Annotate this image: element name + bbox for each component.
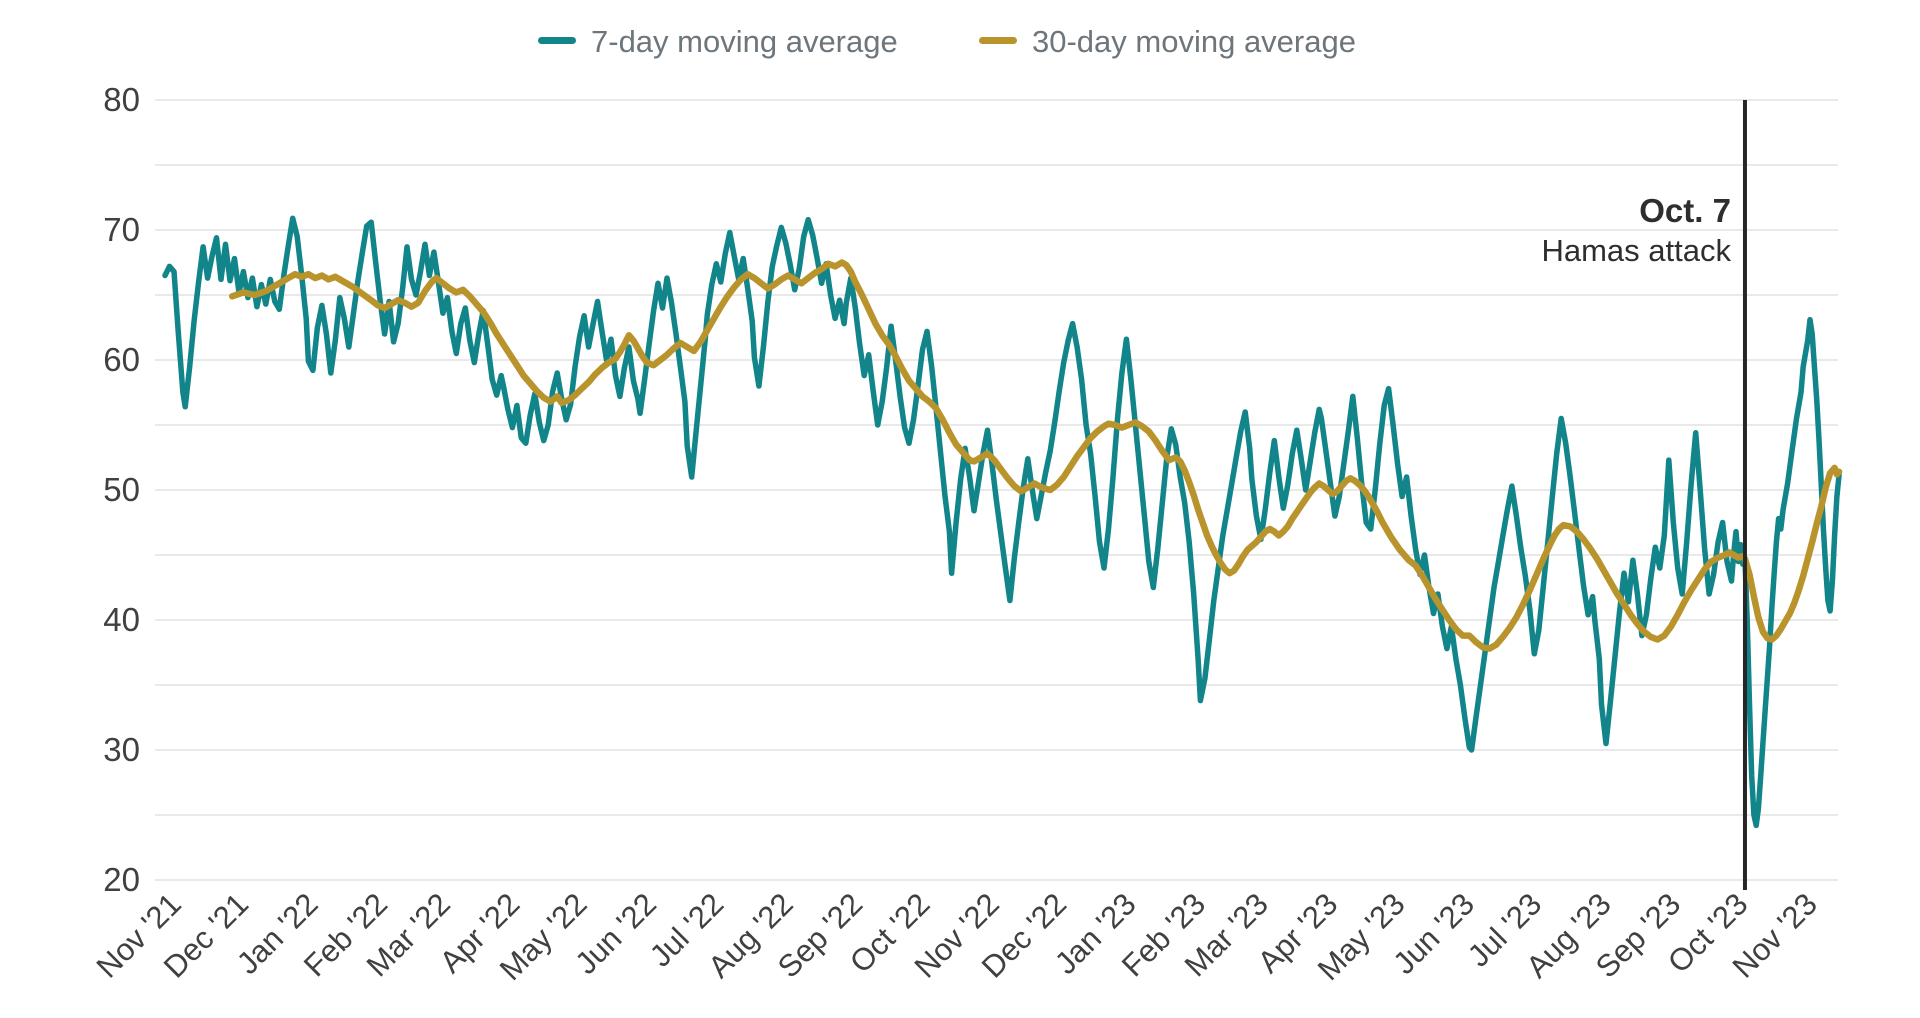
- legend: 7-day moving average 30-day moving avera…: [538, 24, 1356, 59]
- y-tick-label: 20: [103, 861, 140, 898]
- legend-swatch-30-day: [979, 37, 1017, 44]
- gridlines-layer: [155, 99, 1838, 881]
- annotation-subtitle: Hamas attack: [1541, 233, 1731, 268]
- line-7-day-moving-average: [162, 215, 1842, 829]
- y-tick-label: 50: [103, 471, 140, 508]
- y-tick-label: 40: [103, 601, 140, 638]
- y-tick-label: 80: [103, 81, 140, 118]
- line-30-day-moving-average: [228, 259, 1843, 652]
- legend-label-30-day: 30-day moving average: [1032, 24, 1356, 59]
- legend-swatch-7-day: [538, 37, 576, 44]
- y-axis-labels: 20 30 40 50 60 70 80: [103, 81, 140, 898]
- y-tick-label: 60: [103, 341, 140, 378]
- annotation-title: Oct. 7: [1639, 192, 1731, 229]
- y-tick-label: 30: [103, 731, 140, 768]
- series-layer: [162, 215, 1843, 829]
- y-tick-label: 70: [103, 211, 140, 248]
- legend-label-7-day: 7-day moving average: [591, 24, 898, 59]
